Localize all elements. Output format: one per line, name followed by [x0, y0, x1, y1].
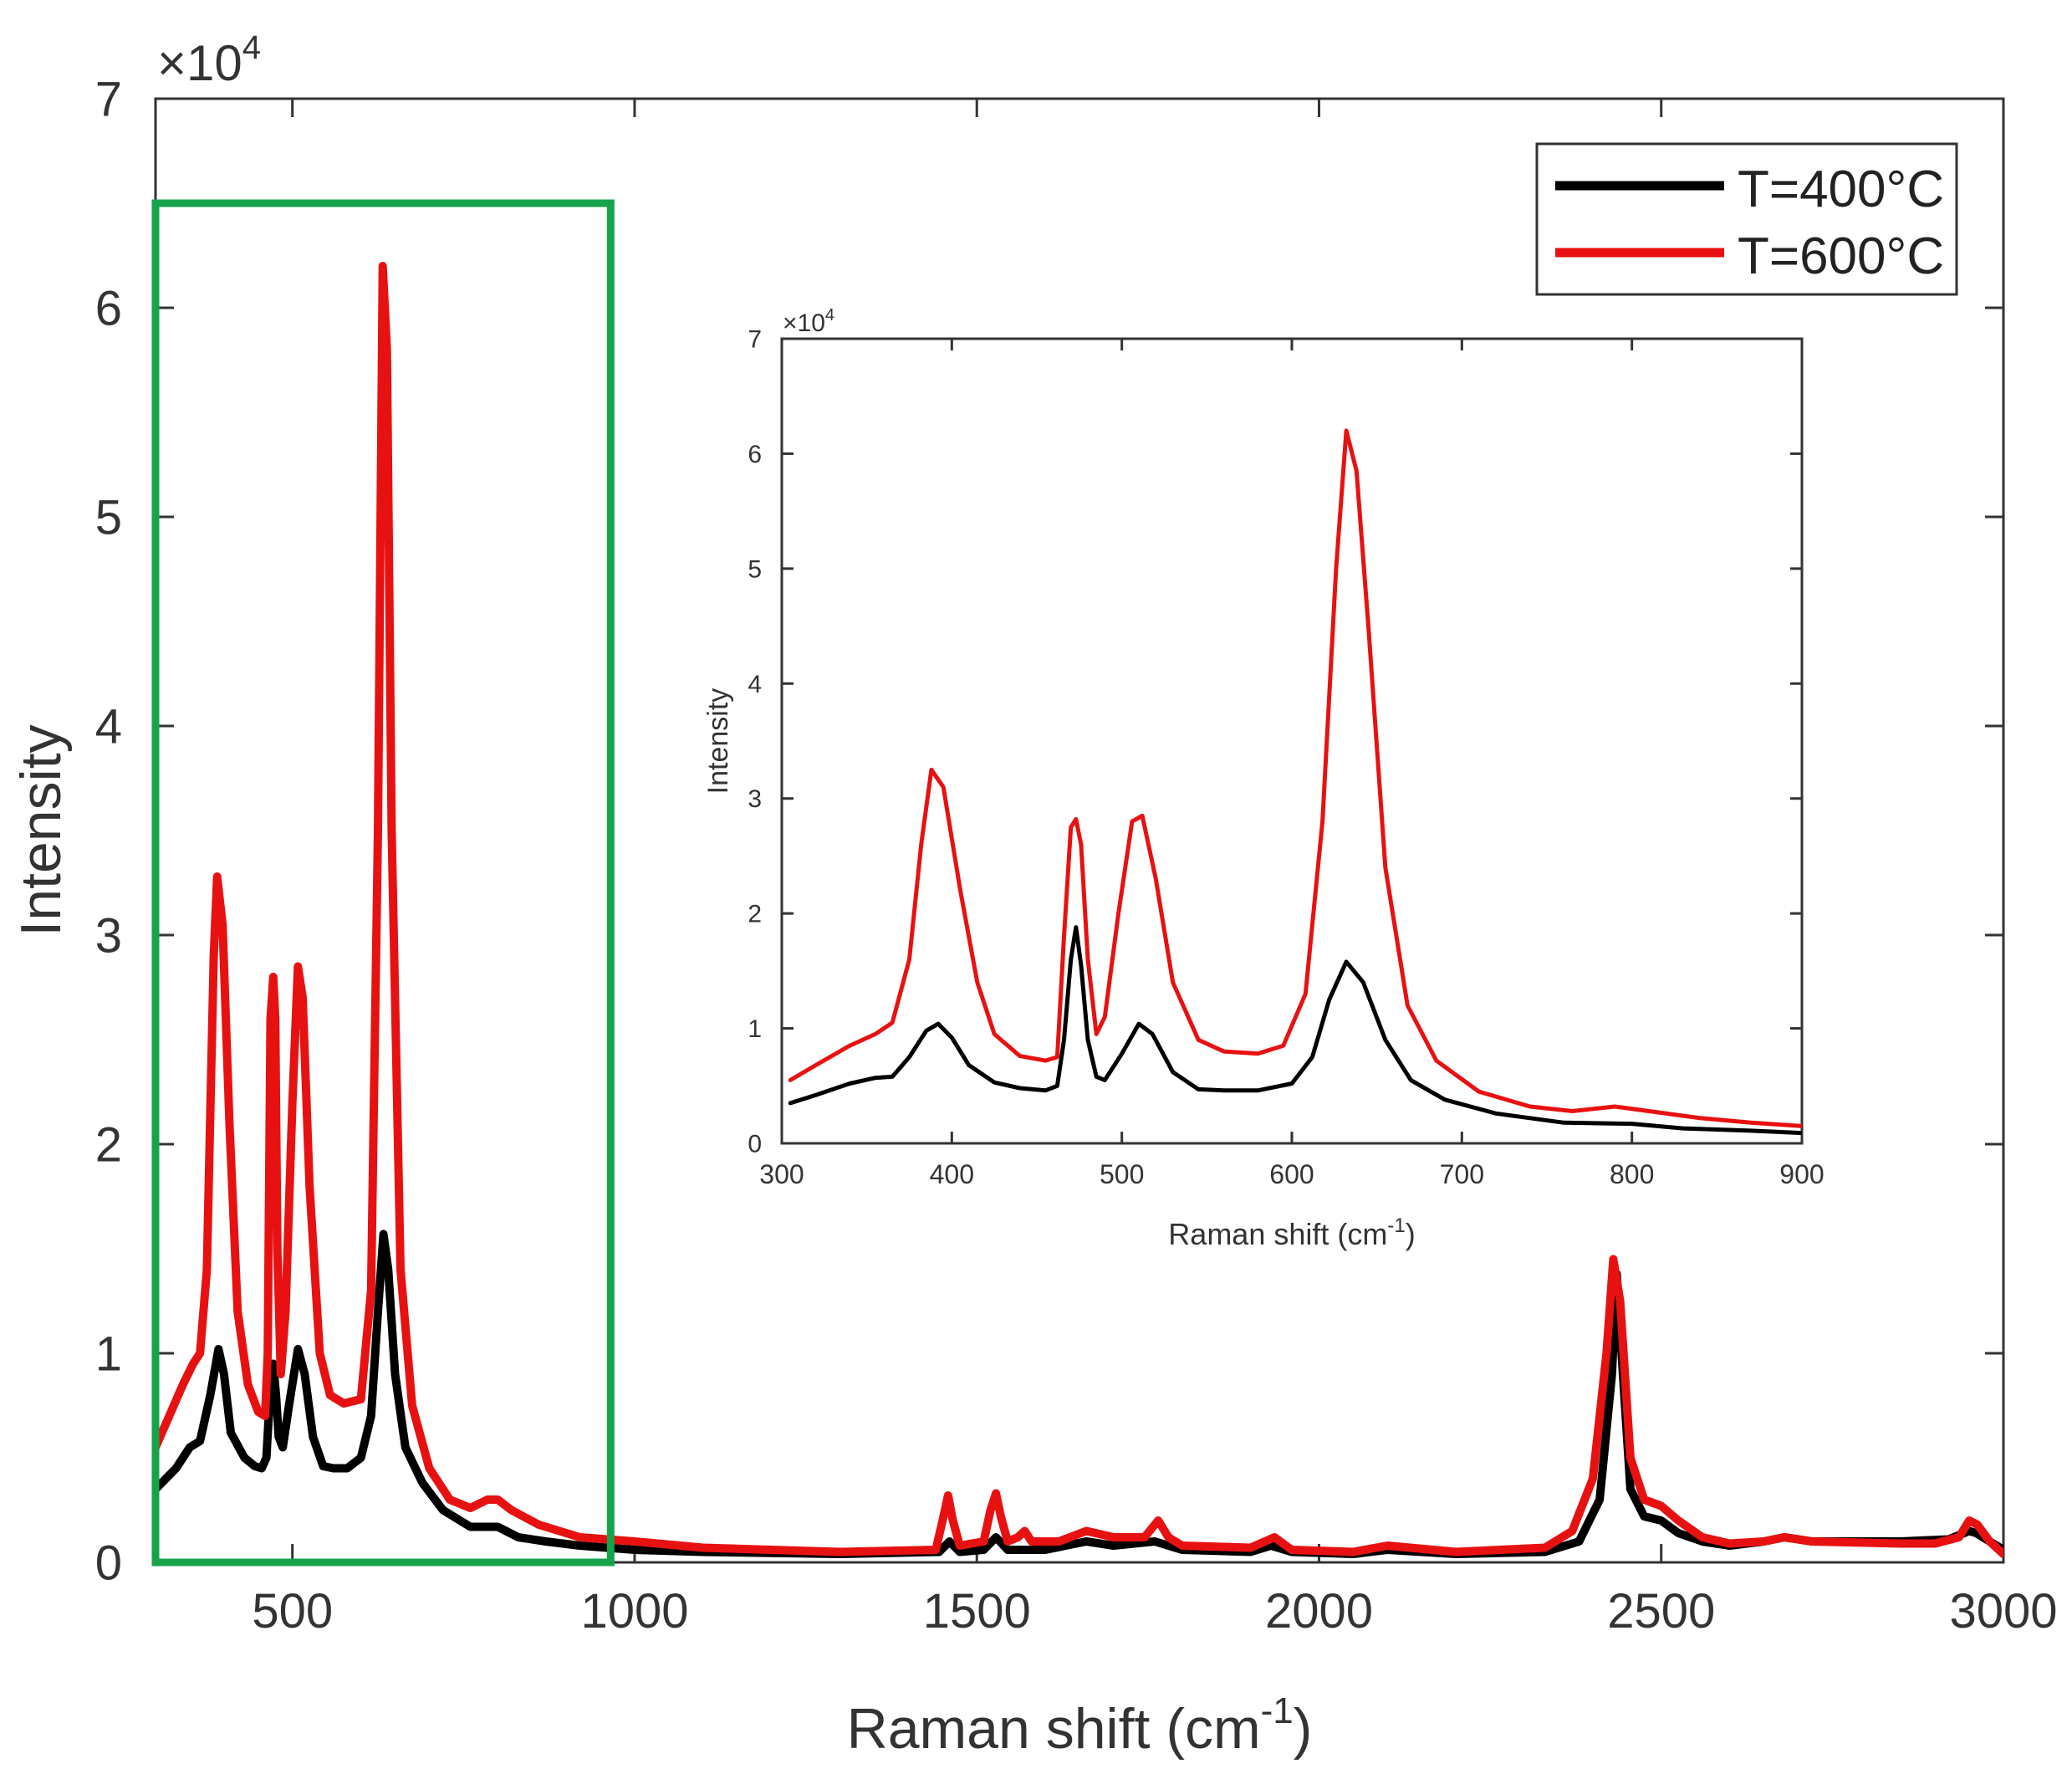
main-y-tick-label-6: 6: [95, 281, 122, 335]
main-x-tick-label-1500: 1500: [923, 1584, 1031, 1638]
inset-y-tick-label-6: 6: [748, 441, 762, 468]
inset-exponent: ×104: [783, 306, 834, 337]
inset-chart: 300 400 500 600 700 800 900 0 1 2 3 4 5 6 7 ×104 Rama…: [702, 306, 1824, 1251]
main-y-tick-label-3: 3: [95, 908, 122, 963]
inset-y-tick-label-0: 0: [748, 1131, 762, 1158]
inset-x-tick-label-600: 600: [1269, 1159, 1314, 1189]
inset-background: [782, 339, 1802, 1143]
inset-x-axis-label: Raman shift (cm-1): [1168, 1214, 1415, 1251]
main-y-tick-label-2: 2: [95, 1117, 122, 1172]
inset-axis-ticks: [780, 337, 1804, 1145]
inset-x-tick-label-500: 500: [1100, 1159, 1144, 1189]
inset-y-tick-label-2: 2: [748, 901, 762, 928]
main-y-tick-label-0: 0: [95, 1536, 122, 1590]
legend-label-t600: T=600°C: [1738, 227, 1944, 285]
inset-y-tick-label-4: 4: [748, 671, 762, 698]
highlight-region-box: [151, 199, 615, 1567]
main-x-tick-label-1000: 1000: [580, 1584, 688, 1638]
main-x-tick-label-3000: 3000: [1949, 1584, 2057, 1638]
inset-x-tick-label-700: 700: [1440, 1159, 1484, 1189]
inset-series-line-t400: [788, 925, 1802, 1136]
legend: T=400°C T=600°C: [1535, 142, 1958, 296]
inset-series: [788, 428, 1802, 1136]
inset-x-tick-label-300: 300: [759, 1159, 804, 1189]
main-exponent: ×104: [157, 29, 261, 91]
inset-x-tick-labels: 300 400 500 600 700 800 900: [759, 1159, 1824, 1189]
inset-y-tick-label-3: 3: [748, 785, 762, 813]
main-x-tick-label-500: 500: [252, 1584, 333, 1638]
inset-y-tick-labels: 0 1 2 3 4 5 6 7: [748, 326, 762, 1158]
main-x-tick-label-2500: 2500: [1607, 1584, 1715, 1638]
inset-y-tick-label-1: 1: [748, 1015, 762, 1043]
main-series: [156, 262, 2003, 1558]
legend-box: [1535, 142, 1958, 296]
inset-x-tick-label-900: 900: [1779, 1159, 1824, 1189]
inset-x-tick-label-800: 800: [1610, 1159, 1654, 1189]
main-y-axis-label: Intensity: [9, 724, 73, 936]
inset-x-tick-label-400: 400: [930, 1159, 974, 1189]
main-x-tick-labels: 500 1000 1500 2000 2500 3000: [252, 1584, 2057, 1638]
inset-y-tick-label-7: 7: [748, 326, 762, 354]
main-x-axis-label: Raman shift (cm-1): [847, 1690, 1313, 1761]
inset-y-tick-label-5: 5: [748, 555, 762, 583]
inset-y-axis-label: Intensity: [702, 688, 734, 795]
main-y-tick-label-5: 5: [95, 490, 122, 544]
main-y-tick-labels: 0 1 2 3 4 5 6 7: [95, 72, 122, 1590]
main-y-tick-label-4: 4: [95, 699, 122, 754]
main-series-line-t600: [156, 262, 2003, 1558]
main-x-tick-label-2000: 2000: [1265, 1584, 1373, 1638]
main-y-tick-label-7: 7: [95, 72, 122, 126]
main-y-tick-label-1: 1: [95, 1326, 122, 1381]
inset-series-line-t600: [788, 428, 1802, 1128]
legend-label-t400: T=400°C: [1738, 161, 1944, 218]
